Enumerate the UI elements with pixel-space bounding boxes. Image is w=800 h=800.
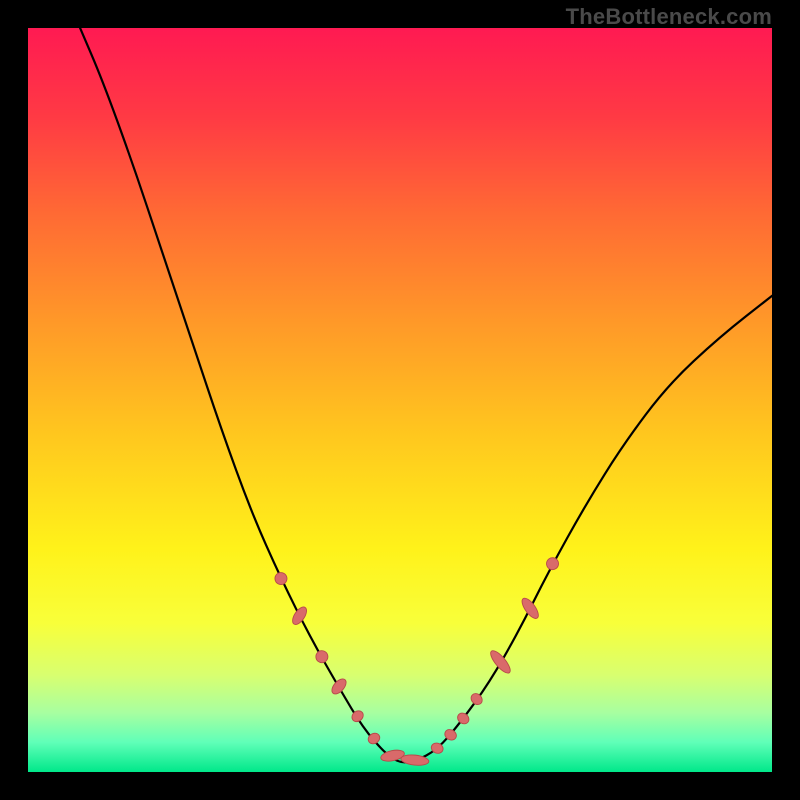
watermark-text: TheBottleneck.com xyxy=(566,4,772,30)
plot-area xyxy=(28,28,772,772)
chart-frame: TheBottleneck.com xyxy=(0,0,800,800)
